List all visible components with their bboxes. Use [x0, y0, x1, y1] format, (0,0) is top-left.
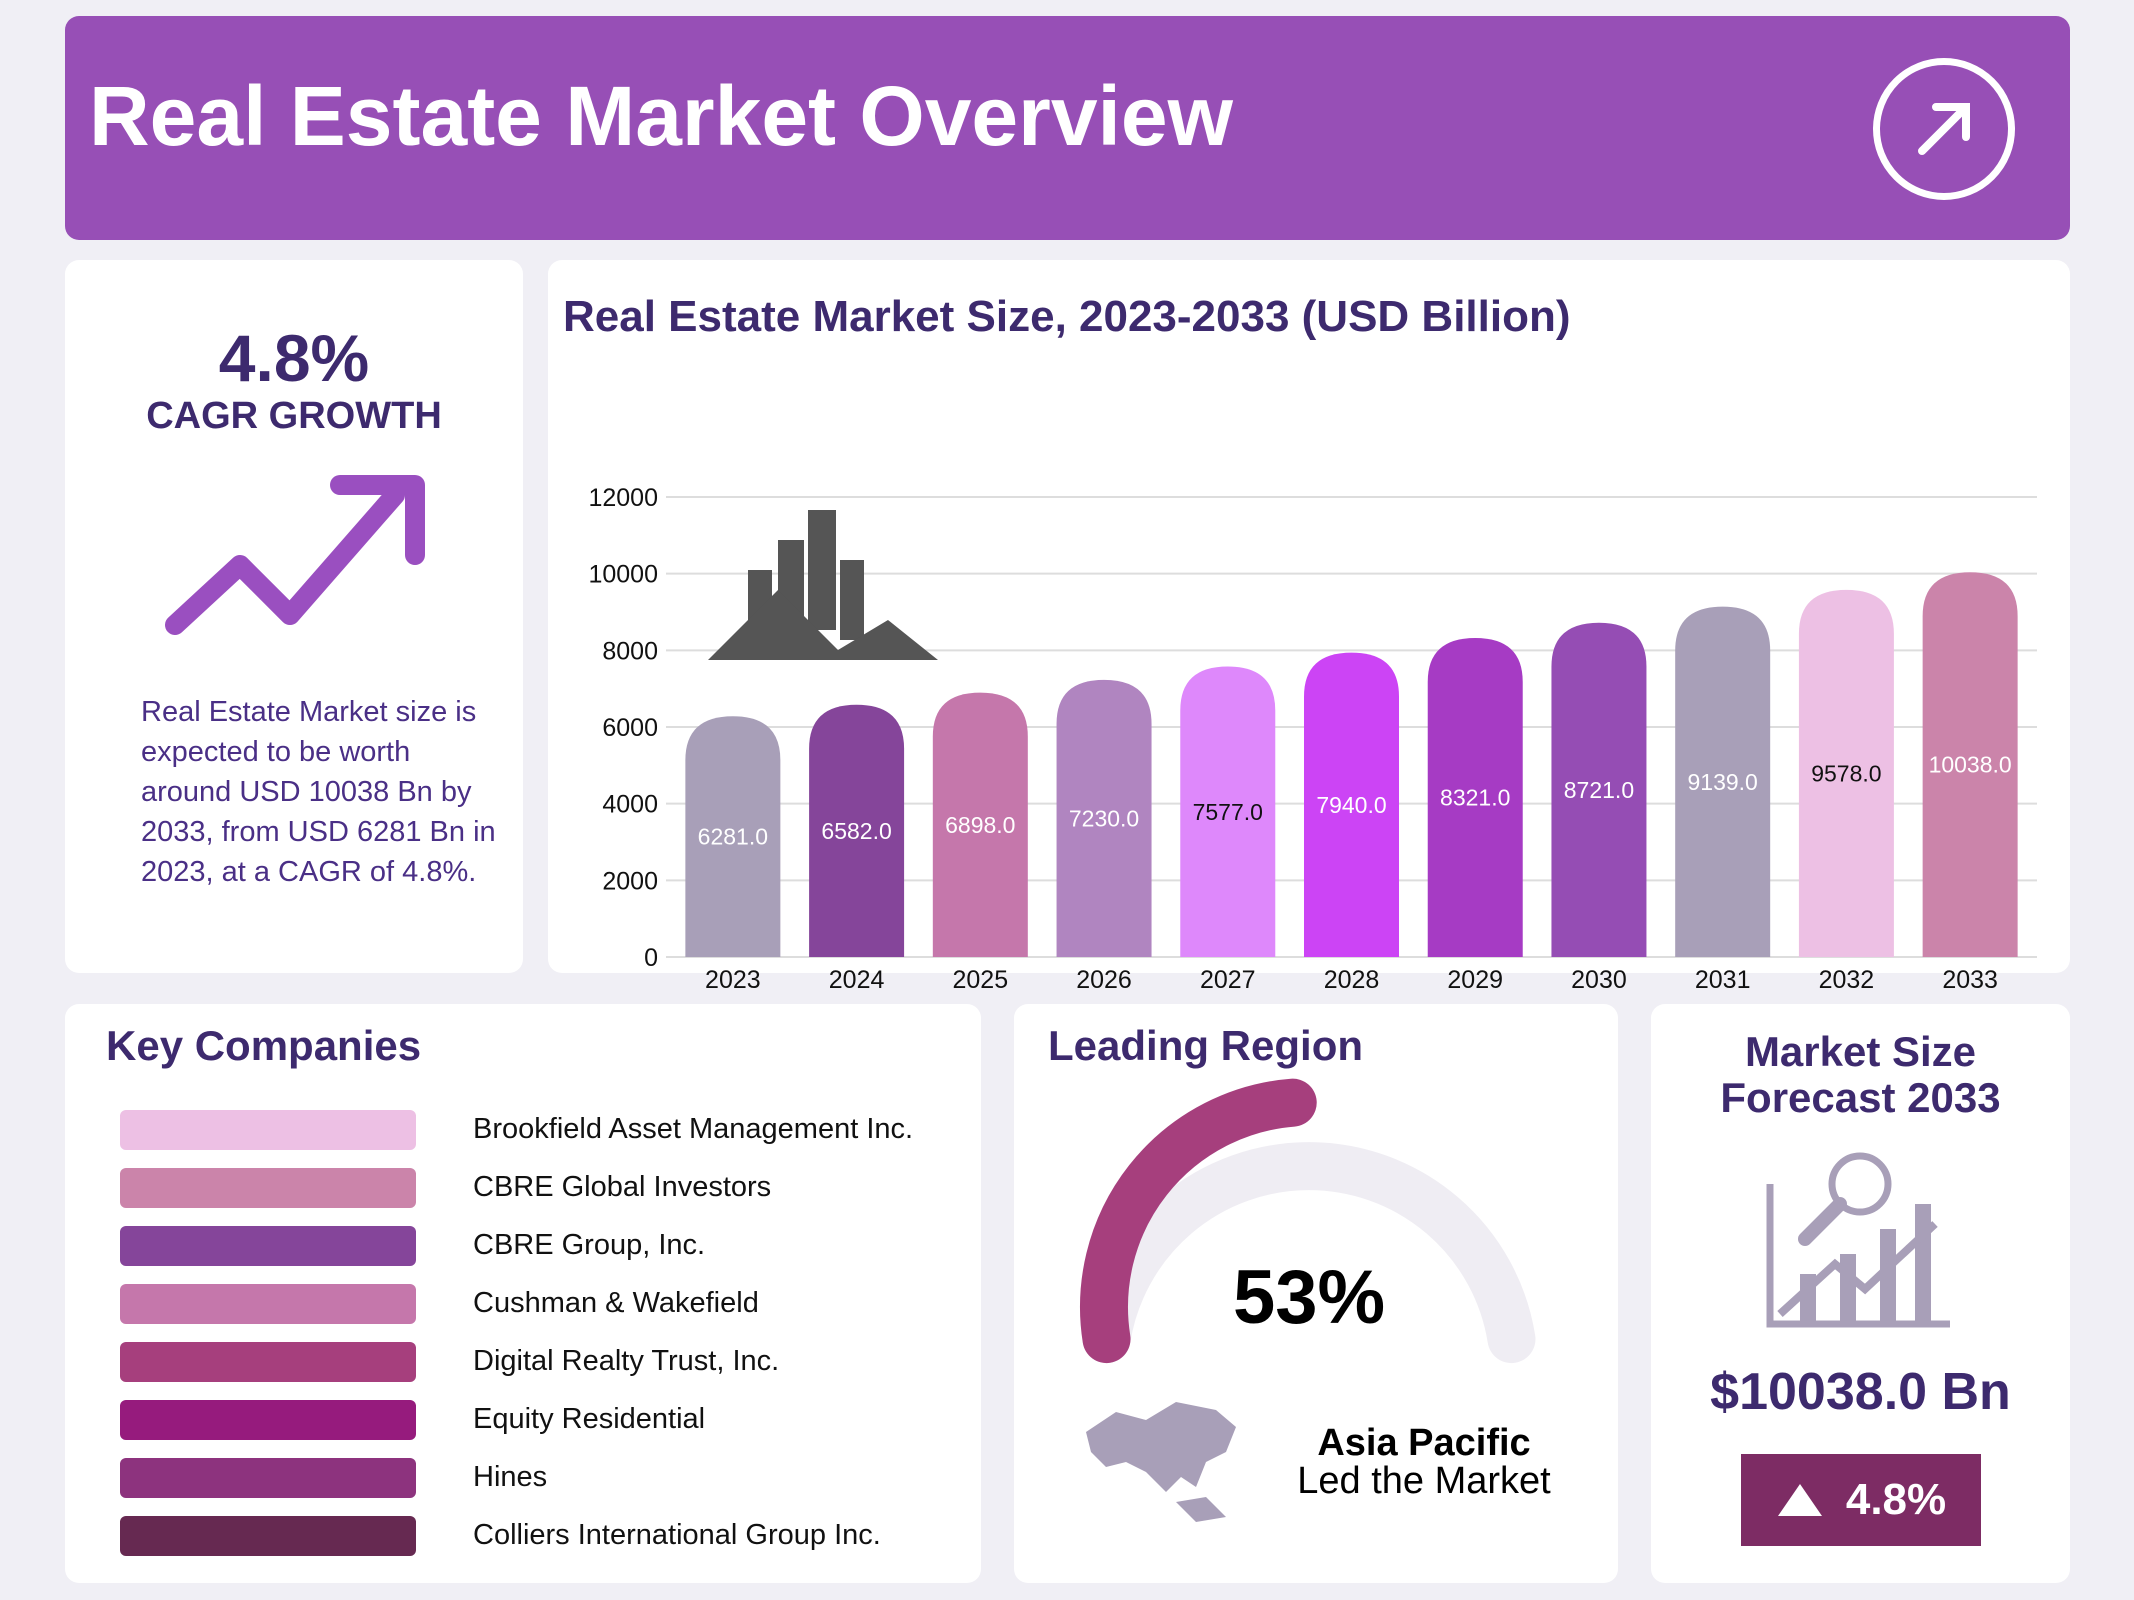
chart-card: Real Estate Market Size, 2023-2033 (USD … [548, 260, 2070, 994]
y-tick-label: 4000 [602, 791, 658, 819]
x-tick-label: 2033 [1942, 966, 1998, 994]
company-name: Brookfield Asset Management Inc. [473, 1113, 914, 1145]
company-color-swatch [120, 1400, 416, 1440]
forecast-card: Market Size Forecast 2033 $10038.0 Bn 4.… [1651, 1004, 2070, 1583]
cagr-description: Real Estate Market size is expected to b… [141, 696, 496, 888]
y-tick-label: 2000 [602, 867, 658, 895]
growth-chart-icon [1766, 1152, 1950, 1328]
cagr-label: CAGR GROWTH [146, 395, 442, 437]
company-color-swatch [120, 1516, 416, 1556]
region-name: Asia Pacific [1317, 1422, 1531, 1464]
bar-2029 [1427, 638, 1523, 957]
y-tick-label: 12000 [588, 484, 658, 512]
region-subtitle: Led the Market [1297, 1460, 1551, 1502]
region-gauge [1080, 1078, 1536, 1364]
leading-region-card: Leading Region 53% Asia Pacific Led the … [1014, 1004, 1618, 1583]
chart-title: Real Estate Market Size, 2023-2033 (USD … [563, 292, 1571, 341]
companies-title: Key Companies [106, 1022, 422, 1069]
y-tick-label: 0 [644, 944, 658, 972]
bar-2026 [1056, 679, 1152, 957]
data-label: 9139.0 [1688, 769, 1758, 795]
bar-2025 [932, 692, 1028, 957]
bar-2027 [1180, 666, 1276, 957]
data-label: 6582.0 [821, 818, 891, 844]
company-color-swatch [120, 1226, 416, 1266]
bar-2028 [1304, 652, 1399, 957]
x-tick-label: 2029 [1447, 966, 1503, 994]
x-tick-label: 2030 [1571, 966, 1627, 994]
data-label: 6898.0 [945, 812, 1015, 838]
company-name: Cushman & Wakefield [473, 1287, 759, 1319]
bar-2033 [1922, 572, 2018, 957]
company-color-swatch [120, 1168, 416, 1208]
data-label: 8721.0 [1564, 777, 1634, 803]
company-name: CBRE Group, Inc. [473, 1229, 706, 1261]
gauge-fill [1080, 1078, 1317, 1364]
cagr-card: 4.8% CAGR GROWTH Real Estate Market size… [65, 260, 523, 973]
x-tick-label: 2031 [1695, 966, 1751, 994]
x-tick-label: 2026 [1076, 966, 1132, 994]
cagr-value: 4.8% [218, 321, 370, 395]
company-color-swatch [120, 1342, 416, 1382]
gauge-track [1082, 1142, 1536, 1364]
x-tick-label: 2024 [829, 966, 885, 994]
company-color-swatch [120, 1284, 416, 1324]
x-tick-label: 2032 [1819, 966, 1875, 994]
forecast-value: $10038.0 Bn [1710, 1363, 2011, 1421]
bar-2023 [685, 716, 781, 957]
forecast-title-1: Market Size [1744, 1028, 1977, 1075]
bar-2030 [1551, 622, 1647, 957]
company-name: Digital Realty Trust, Inc. [473, 1345, 780, 1377]
company-name: Colliers International Group Inc. [473, 1519, 881, 1551]
company-color-swatch [120, 1458, 416, 1498]
triangle-up-icon [1777, 1484, 1822, 1516]
company-name: Equity Residential [473, 1403, 706, 1435]
data-label: 7230.0 [1069, 805, 1139, 831]
x-tick-label: 2028 [1324, 966, 1380, 994]
header-banner: Real Estate Market Overview [65, 16, 2070, 240]
arrow-up-right-icon[interactable] [1873, 58, 2015, 200]
y-tick-label: 10000 [588, 561, 658, 589]
growth-value: 4.8% [1845, 1475, 1947, 1524]
page-title: Real Estate Market Overview [89, 69, 1233, 163]
company-color-swatch [120, 1110, 416, 1150]
data-label: 9578.0 [1811, 760, 1881, 786]
bar-chart: 0 2000 4000 6000 8000 10000 12000 6281.0 2023 658… [588, 484, 2037, 994]
data-label: 10038.0 [1929, 752, 2012, 778]
data-label: 6281.0 [698, 824, 768, 850]
forecast-title-2: Forecast 2033 [1720, 1074, 2001, 1121]
buildings-icon [708, 510, 938, 660]
key-companies-card: Key Companies Brookfield Asset Managemen… [65, 1004, 981, 1583]
y-tick-label: 6000 [602, 714, 658, 742]
data-label: 7940.0 [1316, 792, 1386, 818]
region-percent: 53% [1232, 1255, 1386, 1340]
company-name: Hines [473, 1461, 548, 1493]
x-tick-label: 2027 [1200, 966, 1256, 994]
x-tick-label: 2025 [953, 966, 1009, 994]
bar-2031 [1675, 606, 1771, 957]
bar-2032 [1798, 589, 1894, 957]
region-title: Leading Region [1048, 1022, 1363, 1069]
y-tick-label: 8000 [602, 637, 658, 665]
data-label: 8321.0 [1440, 785, 1510, 811]
trend-up-arrow-icon [165, 475, 425, 635]
company-name: CBRE Global Investors [473, 1171, 772, 1203]
data-label: 7577.0 [1193, 799, 1263, 825]
x-tick-label: 2023 [705, 966, 761, 994]
bar-2024 [809, 704, 905, 957]
asia-map-icon [1086, 1402, 1236, 1522]
growth-badge: 4.8% [1741, 1454, 1981, 1546]
